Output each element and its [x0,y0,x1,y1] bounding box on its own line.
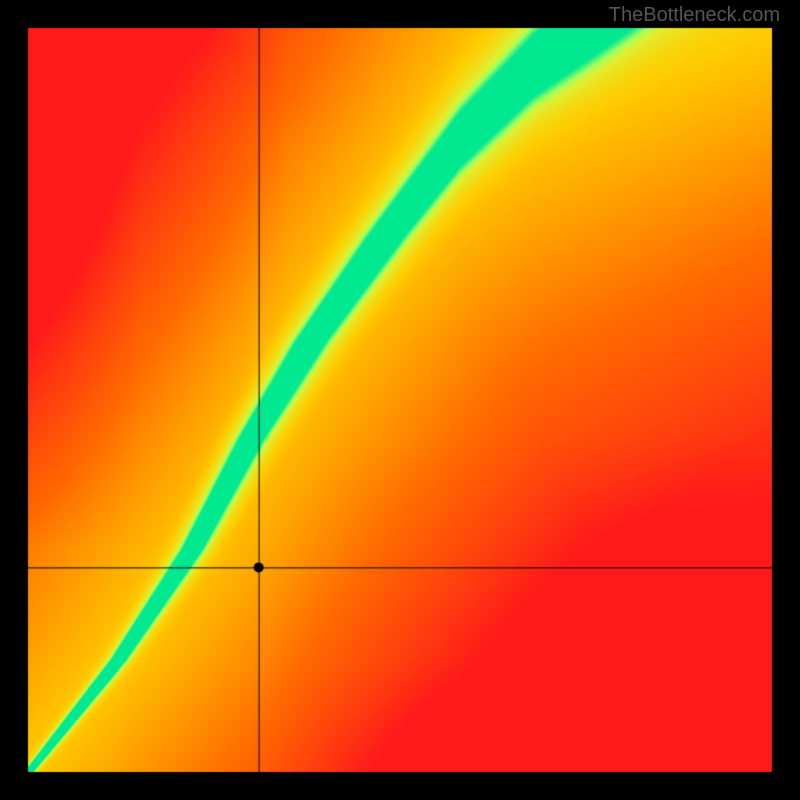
heatmap-canvas [0,0,800,800]
chart-container: TheBottleneck.com [0,0,800,800]
watermark-text: TheBottleneck.com [609,4,780,27]
